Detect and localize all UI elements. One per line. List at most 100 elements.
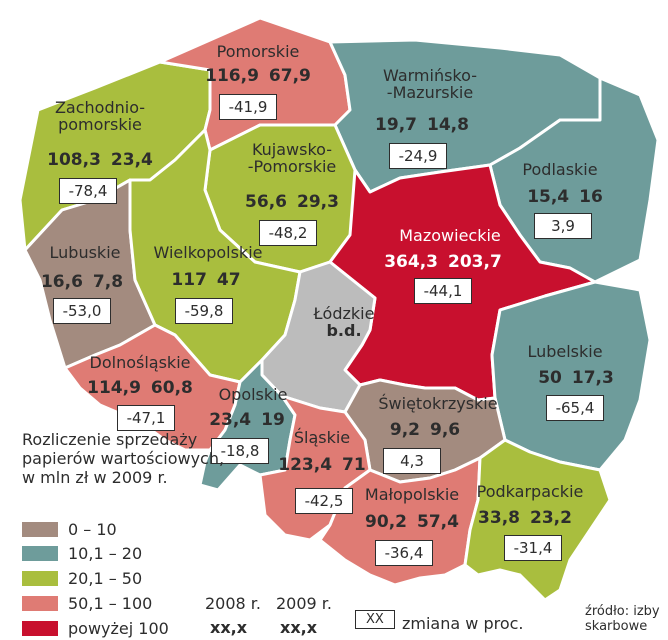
region-name-line-1: Opolskie	[218, 385, 288, 404]
region-name-line-1: Pomorskie	[216, 42, 300, 61]
legend-year-2008: 2008 r.	[205, 594, 261, 613]
region-change-box-swietokrzyskie: 4,3	[383, 448, 441, 474]
region-change-box-malopolskie: -36,4	[375, 540, 433, 566]
region-name-lodzkie: Łódzkie b.d.	[313, 304, 375, 340]
value-2008: 33,8	[478, 508, 520, 528]
region-name-line-1: Podkarpackie	[476, 482, 584, 501]
region-change-box-lubuskie: -53,0	[53, 298, 111, 324]
region-values-lubelskie: 50 17,3	[538, 368, 614, 388]
legend-item-10-20: 10,1 – 20	[22, 543, 143, 563]
legend-year-2009: 2009 r.	[276, 594, 332, 613]
region-name-pomorskie: Pomorskie	[216, 42, 300, 61]
region-values-mazowieckie: 364,3 203,7	[384, 252, 502, 272]
region-name-line-2: b.d.	[326, 320, 362, 340]
region-change-box-pomorskie: -41,9	[219, 94, 277, 120]
legend-item-0-10: 0 – 10	[22, 519, 117, 539]
region-name-line-1: Śląskie	[293, 428, 351, 447]
legend-change-label: zmiana w proc.	[402, 614, 524, 633]
region-name-mazowieckie: Mazowieckie	[399, 226, 501, 245]
legend-label: 10,1 – 20	[68, 543, 143, 563]
legend-placeholder-2009: xx,x	[280, 618, 318, 637]
region-name-line-1: Łódzkie	[313, 304, 375, 323]
region-values-pomorskie: 116,9 67,9	[205, 66, 311, 86]
region-change-box-lubelskie: -65,4	[546, 395, 604, 421]
value-2009: 14,8	[427, 115, 469, 135]
region-change-box-podkarpackie: -31,4	[504, 535, 562, 561]
region-name-slaskie: Śląskie	[293, 428, 351, 447]
region-name-podlaskie: Podlaskie	[522, 160, 598, 179]
region-change-box-podlaskie: 3,9	[534, 213, 592, 239]
region-values-slaskie: 123,4 71	[278, 455, 365, 475]
value-2008: 15,4	[527, 187, 570, 207]
region-name-kujawsko: Kujawsko- -Pomorskie	[247, 141, 337, 176]
region-name-line-1: Zachodnio-	[54, 98, 146, 117]
legend-label: 50,1 – 100	[68, 593, 153, 613]
region-name-opolskie: Opolskie	[218, 385, 288, 404]
legend-label: 0 – 10	[68, 519, 117, 539]
region-change-box-wielkopolskie: -59,8	[175, 298, 233, 324]
legend-item-50-100: 50,1 – 100	[22, 593, 153, 613]
value-2008: 90,2	[365, 512, 407, 532]
region-name-line-1: Mazowieckie	[399, 226, 501, 245]
value-2008: 19,7	[375, 115, 417, 135]
source-line-1: źródło: izby	[585, 604, 660, 619]
region-name-line-1: Dolnośląskie	[89, 353, 191, 372]
value-2009: 203,7	[448, 252, 502, 272]
region-name-line-1: Małopolskie	[364, 485, 460, 504]
region-name-zachodniopomorskie: Zachodnio-pomorskie	[54, 98, 146, 134]
region-change-box-slaskie: -42,5	[295, 488, 353, 514]
region-name-wielkopolskie: Wielkopolskie	[153, 243, 263, 262]
region-name-line-1: Lubelskie	[527, 342, 603, 361]
value-2008: 114,9	[87, 378, 141, 398]
region-values-dolnoslaskie: 114,9 60,8	[87, 378, 193, 398]
legend-item-20-50: 20,1 – 50	[22, 568, 143, 588]
source-line-2: skarbowe	[585, 619, 648, 634]
value-2009: 19	[261, 410, 285, 430]
value-2008: 364,3	[384, 252, 438, 272]
region-values-podlaskie: 15,4 16	[527, 187, 603, 207]
region-values-wielkopolskie: 117 47	[171, 270, 240, 290]
region-values-lubuskie: 16,6 7,8	[41, 272, 123, 292]
value-2008: 23,4	[209, 410, 252, 430]
region-name-line-1: Lubuskie	[49, 243, 121, 262]
region-change-box-mazowieckie: -44,1	[414, 278, 472, 304]
region-name-line-1: Warmińsko-	[383, 66, 477, 85]
value-2009: 60,8	[150, 378, 193, 398]
legend-title: Rozliczenie sprzedaży papierów wartościo…	[22, 430, 225, 487]
value-2009: 71	[342, 455, 366, 475]
region-name-line-1: Podlaskie	[522, 160, 598, 179]
legend-swatch	[22, 620, 58, 636]
value-2009: 47	[216, 270, 241, 290]
region-podkarpackie	[463, 438, 612, 602]
region-name-swietokrzyskie: Świętokrzyskie	[378, 394, 498, 413]
value-2008: 56,6	[245, 192, 287, 212]
region-name-warminsko: Warmińsko- -Mazurskie	[383, 66, 477, 102]
region-slaskie	[258, 394, 372, 542]
legend-swatch	[22, 570, 58, 586]
value-2008: 116,9	[205, 66, 259, 86]
region-values-swietokrzyskie: 9,2 9,6	[390, 420, 460, 440]
region-name-malopolskie: Małopolskie	[364, 485, 460, 504]
region-name-lubuskie: Lubuskie	[49, 243, 121, 262]
value-2009: 23,2	[530, 508, 572, 528]
legend-label: 20,1 – 50	[68, 568, 143, 588]
legend-change-box: XX	[355, 610, 395, 629]
value-2008: 16,6	[40, 272, 83, 292]
region-name-line-2: -Pomorskie	[247, 156, 337, 176]
region-name-line-2: -Mazurskie	[386, 82, 474, 102]
region-change-box-kujawsko: -48,2	[259, 220, 317, 246]
value-2009: 29,3	[297, 192, 339, 212]
value-2009: 16	[579, 187, 603, 207]
source-note: źródło: izby skarbowe	[585, 604, 660, 634]
region-values-podkarpackie: 33,8 23,2	[478, 508, 572, 528]
region-change-box-zachodniopomorskie: -78,4	[59, 178, 117, 204]
legend-swatch	[22, 545, 58, 561]
legend-swatch	[22, 521, 58, 537]
region-name-line-1: Świętokrzyskie	[378, 394, 498, 413]
region-name-line-1: Wielkopolskie	[153, 243, 263, 262]
legend-swatch	[22, 595, 58, 611]
region-values-zachodniopomorskie: 108,3 23,4	[47, 150, 153, 170]
region-name-lubelskie: Lubelskie	[527, 342, 603, 361]
region-values-opolskie: 23,4 19	[209, 410, 285, 430]
